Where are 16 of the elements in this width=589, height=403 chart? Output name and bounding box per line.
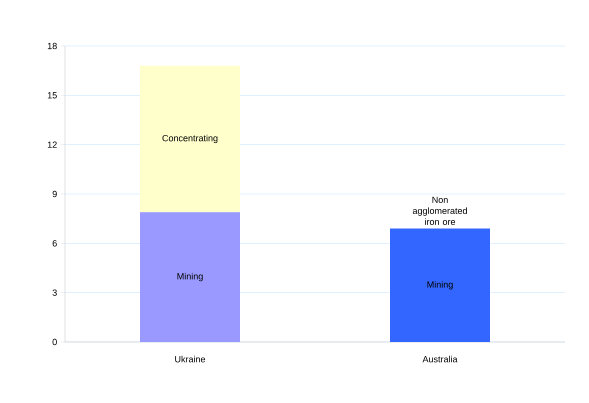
y-tick-label: 9: [52, 190, 57, 198]
x-tick-label: Ukraine: [175, 356, 206, 362]
y-tick-label: 0: [52, 338, 57, 346]
annotation: Non agglomerated iron ore: [412, 196, 467, 225]
bar: [140, 66, 240, 212]
bar: [140, 212, 240, 342]
x-tick-label: Australia: [422, 356, 458, 362]
y-tick-label: 15: [48, 92, 57, 98]
y-tick-label: 18: [48, 42, 57, 50]
y-tick-label: 6: [52, 240, 57, 247]
text: Mining: [177, 272, 203, 282]
bar: [390, 228, 490, 342]
series-label: Mining: [427, 281, 453, 290]
series-label: Concentrating: [162, 134, 218, 144]
y-tick-label: 3: [52, 289, 57, 296]
y-tick-label: 12: [48, 142, 57, 148]
